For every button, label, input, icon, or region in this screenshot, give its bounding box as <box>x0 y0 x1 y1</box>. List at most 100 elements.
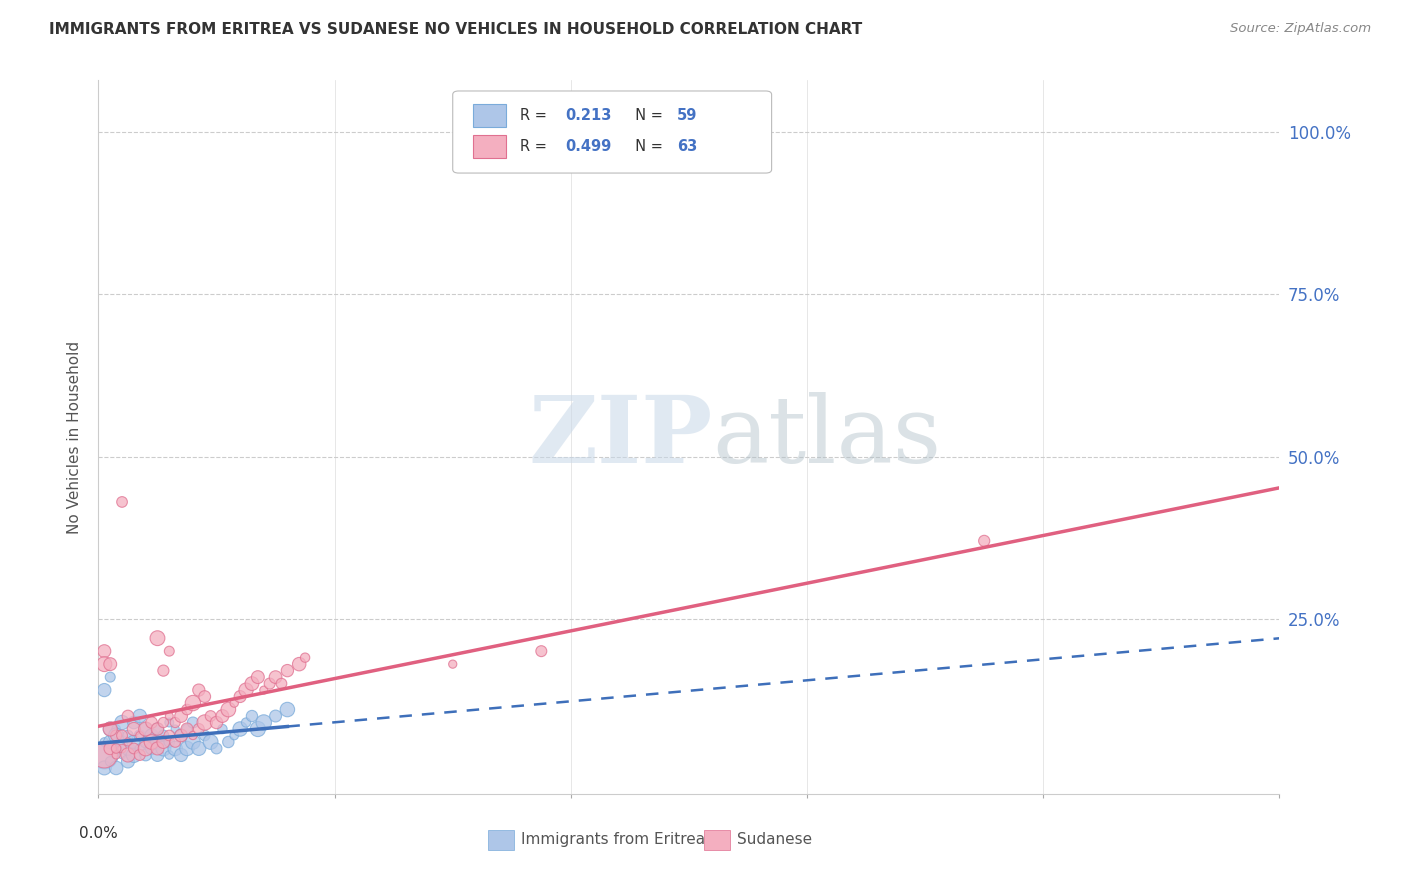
Point <box>117 747 139 762</box>
Point <box>122 741 145 756</box>
Text: ZIP: ZIP <box>529 392 713 482</box>
Point <box>111 495 134 509</box>
Point <box>152 741 174 756</box>
Point <box>194 715 217 730</box>
Text: 59: 59 <box>678 108 697 123</box>
Point <box>141 715 163 730</box>
Point <box>211 722 233 736</box>
Point <box>111 729 134 743</box>
Point <box>288 657 311 672</box>
Point <box>240 709 263 723</box>
Point <box>157 709 180 723</box>
Point <box>187 683 209 698</box>
Point <box>194 729 217 743</box>
Point <box>294 650 316 665</box>
Point <box>276 664 298 678</box>
Text: Immigrants from Eritrea: Immigrants from Eritrea <box>522 832 706 847</box>
Point <box>111 715 134 730</box>
Point <box>165 741 187 756</box>
Point <box>224 729 246 743</box>
Point <box>176 722 198 736</box>
Text: N =: N = <box>626 139 668 154</box>
Text: R =: R = <box>520 139 551 154</box>
FancyBboxPatch shape <box>472 103 506 127</box>
Point <box>165 722 187 736</box>
Point <box>170 729 193 743</box>
Point <box>157 729 180 743</box>
Point <box>157 715 180 730</box>
Point <box>128 747 150 762</box>
Point <box>122 715 145 730</box>
Point <box>117 741 139 756</box>
Point <box>157 644 180 658</box>
Point <box>152 664 174 678</box>
Text: 0.213: 0.213 <box>565 108 612 123</box>
Point <box>128 729 150 743</box>
Point <box>205 741 228 756</box>
Point <box>253 715 276 730</box>
Point <box>264 670 287 684</box>
Point <box>135 741 157 756</box>
Point <box>205 715 228 730</box>
Point <box>98 735 121 749</box>
Point <box>98 741 121 756</box>
Text: atlas: atlas <box>713 392 942 482</box>
Point <box>259 676 281 690</box>
Y-axis label: No Vehicles in Household: No Vehicles in Household <box>67 341 83 533</box>
Point <box>152 729 174 743</box>
Point <box>187 741 209 756</box>
Text: Sudanese: Sudanese <box>737 832 813 847</box>
Point <box>217 702 239 716</box>
Point <box>224 696 246 710</box>
Point <box>98 755 121 769</box>
Point <box>176 741 198 756</box>
Point <box>146 747 169 762</box>
Point <box>973 533 995 548</box>
Point <box>152 735 174 749</box>
Point <box>117 735 139 749</box>
Text: IMMIGRANTS FROM ERITREA VS SUDANESE NO VEHICLES IN HOUSEHOLD CORRELATION CHART: IMMIGRANTS FROM ERITREA VS SUDANESE NO V… <box>49 22 862 37</box>
Point <box>128 729 150 743</box>
Point <box>200 709 222 723</box>
Point <box>122 735 145 749</box>
Point <box>157 747 180 762</box>
Point <box>194 690 217 704</box>
Point <box>176 702 198 716</box>
Point <box>111 735 134 749</box>
Point <box>105 741 128 756</box>
Point <box>111 747 134 762</box>
FancyBboxPatch shape <box>488 830 515 849</box>
Point <box>165 735 187 749</box>
Point <box>229 690 252 704</box>
Point <box>93 683 115 698</box>
Point <box>117 729 139 743</box>
Point <box>170 747 193 762</box>
Text: R =: R = <box>520 108 551 123</box>
Text: 0.0%: 0.0% <box>79 826 118 841</box>
Point <box>128 709 150 723</box>
Point <box>165 715 187 730</box>
Point <box>181 729 204 743</box>
FancyBboxPatch shape <box>453 91 772 173</box>
Point <box>105 747 128 762</box>
Point <box>229 722 252 736</box>
Point <box>98 722 121 736</box>
Point <box>152 715 174 730</box>
Point <box>270 676 292 690</box>
Point <box>98 722 121 736</box>
Point <box>93 657 115 672</box>
Point <box>200 735 222 749</box>
Point <box>187 722 209 736</box>
Point <box>105 741 128 756</box>
Point <box>135 722 157 736</box>
Point <box>141 741 163 756</box>
Text: 0.499: 0.499 <box>565 139 612 154</box>
Point <box>135 735 157 749</box>
Point <box>170 729 193 743</box>
Point <box>176 722 198 736</box>
Point <box>93 761 115 775</box>
Point <box>105 761 128 775</box>
Point <box>211 709 233 723</box>
Point <box>93 735 115 749</box>
Point <box>98 670 121 684</box>
